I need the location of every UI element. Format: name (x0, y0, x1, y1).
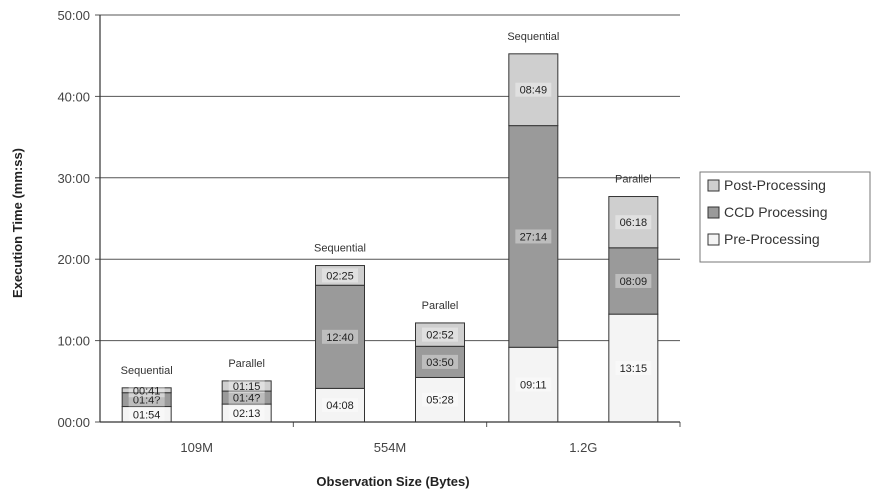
data-label: 08:09 (620, 276, 648, 288)
legend-swatch (707, 179, 720, 192)
data-label: 08:49 (520, 85, 548, 97)
data-label: 06:18 (620, 217, 648, 229)
bar-segment (315, 284, 365, 389)
data-label-bg (322, 329, 358, 344)
bar-group-label: Parallel (228, 358, 265, 370)
bar-segment (608, 196, 659, 249)
bar-group-label: Sequential (314, 243, 366, 255)
data-label: 02:25 (326, 270, 354, 282)
legend: Post-Processing CCD Processing Pre-Process… (699, 171, 871, 263)
data-label-bg (228, 390, 265, 405)
bar-group-label: Parallel (615, 174, 652, 186)
legend-label: Pre-Processing (724, 231, 820, 247)
data-label-bg (422, 354, 458, 369)
y-tick-label: 40:00 (57, 89, 90, 104)
data-label-bg (128, 383, 165, 398)
data-label-bg (228, 378, 265, 393)
data-label-bg (615, 361, 652, 376)
y-axis-title: Execution Time (mm:ss) (10, 148, 25, 298)
bar-segment (508, 125, 559, 348)
bar-segment (415, 345, 465, 378)
x-axis-ticks: 109M 554M 1.2G (180, 422, 681, 455)
data-label: 02:52 (426, 330, 454, 342)
data-label: 01:15 (233, 381, 261, 393)
bar-segment (608, 313, 659, 423)
y-axis-ticks: 00:00 10:00 20:00 30:00 40:00 50:00 (57, 8, 100, 430)
bar-segment (121, 387, 172, 394)
data-label: 02:13 (233, 408, 261, 420)
bar-segment (315, 265, 365, 286)
data-label: 27:14 (520, 231, 548, 243)
legend-box (699, 171, 871, 263)
x-axis-title: Observation Size (Bytes) (316, 474, 469, 489)
data-label-bg (322, 398, 358, 413)
data-label: 01:4? (233, 393, 261, 405)
legend-swatch (707, 206, 720, 219)
data-label-bg (228, 406, 265, 421)
bar-segment (508, 346, 559, 423)
bar-segment (415, 376, 465, 423)
legend-swatch (707, 233, 720, 246)
data-label: 13:15 (620, 363, 648, 375)
y-tick-label: 30:00 (57, 171, 90, 186)
data-label: 04:08 (326, 400, 354, 412)
data-label: 00:41 (133, 385, 161, 397)
data-label: 01:4? (133, 395, 161, 407)
x-tick-label: 109M (180, 440, 213, 455)
data-label: 05:28 (426, 395, 454, 407)
y-tick-label: 50:00 (57, 8, 90, 23)
y-tick-label: 10:00 (57, 334, 90, 349)
data-label-bg (128, 407, 165, 422)
bar-group-label: Sequential (121, 365, 173, 377)
bar-segment (415, 322, 465, 347)
data-label-bg (615, 273, 652, 288)
bars: 01:5401:4?00:41Sequential02:1301:4?01:15… (121, 31, 659, 423)
bar-segment (315, 387, 365, 423)
x-tick-label: 554M (374, 440, 407, 455)
bar-segment (221, 380, 272, 392)
data-label-bg (128, 392, 165, 407)
bar-group-label: Sequential (507, 31, 559, 43)
legend-label: CCD Processing (724, 204, 827, 220)
x-tick-label: 1.2G (569, 440, 597, 455)
data-label-bg (515, 229, 552, 244)
bar-segment (508, 53, 559, 127)
legend-label: Post-Processing (724, 177, 826, 193)
y-tick-label: 20:00 (57, 252, 90, 267)
data-label-bg (422, 327, 458, 342)
y-tick-label: 00:00 (57, 415, 90, 430)
data-label: 01:54 (133, 409, 161, 421)
bar-group-label: Parallel (422, 300, 459, 312)
data-label-bg (322, 268, 358, 283)
data-label: 12:40 (326, 332, 354, 344)
data-label: 09:11 (520, 380, 547, 392)
data-label-bg (615, 215, 652, 230)
data-label-bg (515, 377, 552, 392)
axes (99, 15, 680, 423)
data-label-bg (515, 82, 552, 97)
data-label-bg (422, 392, 458, 407)
bar-segment (608, 247, 659, 315)
data-label: 03:50 (426, 357, 454, 369)
gridlines (100, 14, 680, 342)
